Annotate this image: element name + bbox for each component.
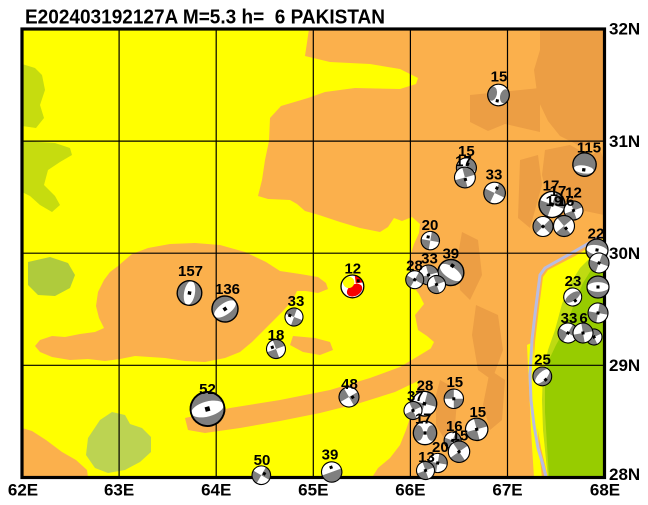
svg-text:12: 12 <box>565 185 582 202</box>
svg-text:33: 33 <box>561 310 578 327</box>
svg-text:29N: 29N <box>609 356 640 375</box>
svg-text:66E: 66E <box>395 481 425 500</box>
svg-text:37: 37 <box>407 388 424 405</box>
svg-text:48: 48 <box>341 376 358 393</box>
svg-text:13: 13 <box>418 449 435 466</box>
svg-text:6: 6 <box>579 310 587 327</box>
svg-text:18: 18 <box>268 327 285 344</box>
svg-text:32N: 32N <box>609 19 640 38</box>
svg-text:65E: 65E <box>298 481 328 500</box>
svg-text:20: 20 <box>432 439 449 456</box>
svg-text:63E: 63E <box>104 481 134 500</box>
svg-text:67E: 67E <box>492 481 522 500</box>
svg-text:33: 33 <box>288 293 305 310</box>
svg-text:52: 52 <box>199 381 216 398</box>
svg-text:15: 15 <box>469 404 486 421</box>
svg-text:62E: 62E <box>8 481 38 500</box>
svg-text:28: 28 <box>406 257 423 274</box>
svg-text:17: 17 <box>455 153 472 170</box>
svg-text:39: 39 <box>442 246 459 263</box>
svg-text:30N: 30N <box>609 244 640 263</box>
svg-text:33: 33 <box>421 251 438 268</box>
svg-text:E202403192127A M=5.3 h= 6 PAK: E202403192127A M=5.3 h= 6 PAKISTAN <box>25 7 385 29</box>
svg-text:15: 15 <box>446 374 463 391</box>
svg-text:68E: 68E <box>590 481 620 500</box>
svg-text:64E: 64E <box>201 481 231 500</box>
svg-text:15: 15 <box>491 69 508 86</box>
svg-text:16: 16 <box>446 418 463 435</box>
svg-text:157: 157 <box>178 263 203 280</box>
svg-text:17: 17 <box>543 178 560 195</box>
svg-text:22: 22 <box>588 225 605 242</box>
svg-text:28: 28 <box>417 377 434 394</box>
svg-text:39: 39 <box>322 446 339 463</box>
svg-text:23: 23 <box>565 273 582 290</box>
svg-text:15: 15 <box>452 428 469 445</box>
svg-text:50: 50 <box>254 452 271 469</box>
svg-text:17: 17 <box>415 410 432 427</box>
svg-text:16: 16 <box>558 193 575 210</box>
svg-text:28N: 28N <box>609 465 640 484</box>
svg-text:19: 19 <box>546 193 563 210</box>
svg-text:15: 15 <box>458 143 475 160</box>
svg-text:115: 115 <box>577 140 601 157</box>
svg-text:20: 20 <box>422 217 439 234</box>
svg-text:31N: 31N <box>609 132 640 151</box>
svg-text:33: 33 <box>486 167 503 184</box>
svg-text:136: 136 <box>215 281 240 298</box>
svg-text:25: 25 <box>534 351 551 368</box>
svg-text:17: 17 <box>550 183 567 200</box>
svg-text:12: 12 <box>344 261 361 278</box>
